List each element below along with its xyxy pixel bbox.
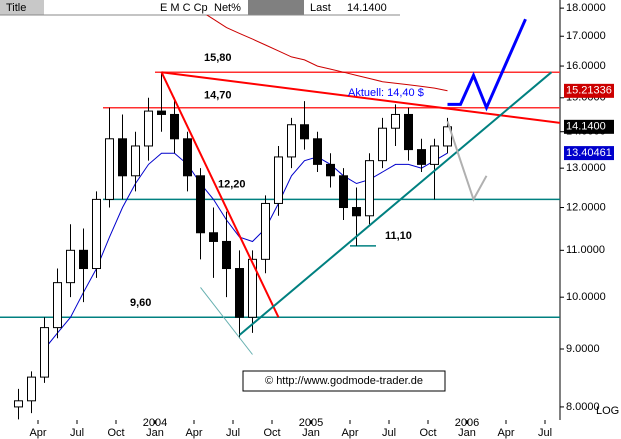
- candle-body: [118, 138, 127, 177]
- candle-body: [53, 282, 62, 329]
- candle-body: [378, 127, 387, 162]
- trendline: [200, 287, 253, 355]
- last-price: 14.1400: [566, 121, 606, 133]
- candle-body: [404, 113, 413, 151]
- candle-body: [300, 124, 309, 140]
- header-title: Title: [6, 2, 26, 14]
- scale-label: LOG: [596, 405, 619, 417]
- level-label: 11,10: [385, 230, 412, 242]
- x-tick-label: Apr: [341, 427, 358, 439]
- candle-body: [131, 145, 140, 177]
- annotation: Aktuell: 14,40 $: [348, 87, 424, 99]
- header-last-value: 14.1400: [347, 2, 387, 14]
- candle-body: [14, 400, 23, 408]
- x-tick-label: Apr: [29, 427, 46, 439]
- candle-body: [352, 207, 361, 217]
- level-label: 12,20: [218, 178, 246, 190]
- y-tick-label: 18.0000: [566, 2, 606, 14]
- x-tick-label: Oct: [263, 427, 280, 439]
- y-tick-label: 9.0000: [566, 343, 600, 355]
- candle-body: [79, 249, 88, 270]
- candle-body: [391, 113, 400, 129]
- y-tick-label: 12.0000: [566, 201, 606, 213]
- candle-body: [105, 138, 114, 200]
- x-tick-label: Jul: [538, 427, 552, 439]
- candle-body: [235, 268, 244, 318]
- y-tick-label: 11.0000: [566, 244, 605, 256]
- candle-body: [209, 232, 218, 242]
- source-box: [242, 370, 446, 392]
- header-net: Net%: [214, 2, 241, 14]
- trendline: [160, 71, 280, 318]
- y-tick-label: 10.0000: [566, 291, 606, 303]
- year-label: 2006: [455, 417, 479, 429]
- moving-average: [205, 15, 448, 92]
- candle-body: [196, 175, 205, 234]
- candle-body: [157, 110, 166, 115]
- x-tick-label: Oct: [107, 427, 124, 439]
- candle-body: [170, 113, 179, 140]
- x-tick-label: Jan: [146, 427, 164, 439]
- x-tick-label: Jan: [458, 427, 476, 439]
- candle-body: [40, 327, 49, 378]
- candle-body: [313, 138, 322, 165]
- x-tick-label: Jul: [382, 427, 396, 439]
- y-tick-label: 16.0000: [566, 60, 606, 72]
- candle-body: [92, 198, 101, 270]
- x-tick-label: Oct: [419, 427, 436, 439]
- candle-body: [287, 124, 296, 158]
- candle-body: [417, 149, 426, 165]
- series-last-value-box: [564, 146, 614, 161]
- level-label: 14,70: [204, 90, 232, 102]
- y-tick-label: 13.0000: [566, 162, 606, 174]
- candle-body: [144, 110, 153, 147]
- candle-body: [274, 156, 283, 204]
- x-tick-label: Jul: [226, 427, 240, 439]
- candle-body: [339, 175, 348, 209]
- y-tick-label: 8.0000: [566, 401, 600, 413]
- candle-body: [326, 163, 335, 177]
- x-tick-label: Apr: [185, 427, 202, 439]
- candle-body: [27, 376, 36, 402]
- level-label: 15,80: [204, 52, 232, 64]
- series-last-value: 13.40461: [566, 147, 612, 159]
- x-tick-label: Apr: [497, 427, 514, 439]
- candle-body: [430, 145, 439, 165]
- header-cell: [0, 0, 44, 15]
- trendline: [446, 120, 488, 202]
- source: © http://www.godmode-trader.de: [265, 375, 423, 387]
- header-last-label: Last: [310, 2, 331, 14]
- trendline: [447, 18, 527, 112]
- trendline: [161, 71, 560, 124]
- header-cell: [248, 0, 304, 15]
- candle-body: [365, 160, 374, 217]
- last-price-box: [564, 119, 614, 134]
- header-symbol: E M C Cp: [160, 2, 208, 14]
- moving-average: [44, 152, 448, 350]
- plot-area: [0, 15, 560, 420]
- year-label: 2004: [143, 417, 167, 429]
- y-tick-label: 17.0000: [566, 30, 606, 42]
- year-label: 2005: [299, 417, 323, 429]
- candle-body: [183, 138, 192, 177]
- candle-body: [222, 240, 231, 270]
- x-tick-label: Jan: [302, 427, 320, 439]
- series-last-value-box: [564, 83, 614, 98]
- level-label: 9,60: [130, 297, 151, 309]
- x-tick-label: Jul: [70, 427, 84, 439]
- candle-body: [261, 202, 270, 260]
- trendline: [238, 71, 553, 336]
- series-last-value: 15.21336: [566, 85, 612, 97]
- candle-body: [248, 258, 257, 318]
- candle-body: [66, 249, 75, 284]
